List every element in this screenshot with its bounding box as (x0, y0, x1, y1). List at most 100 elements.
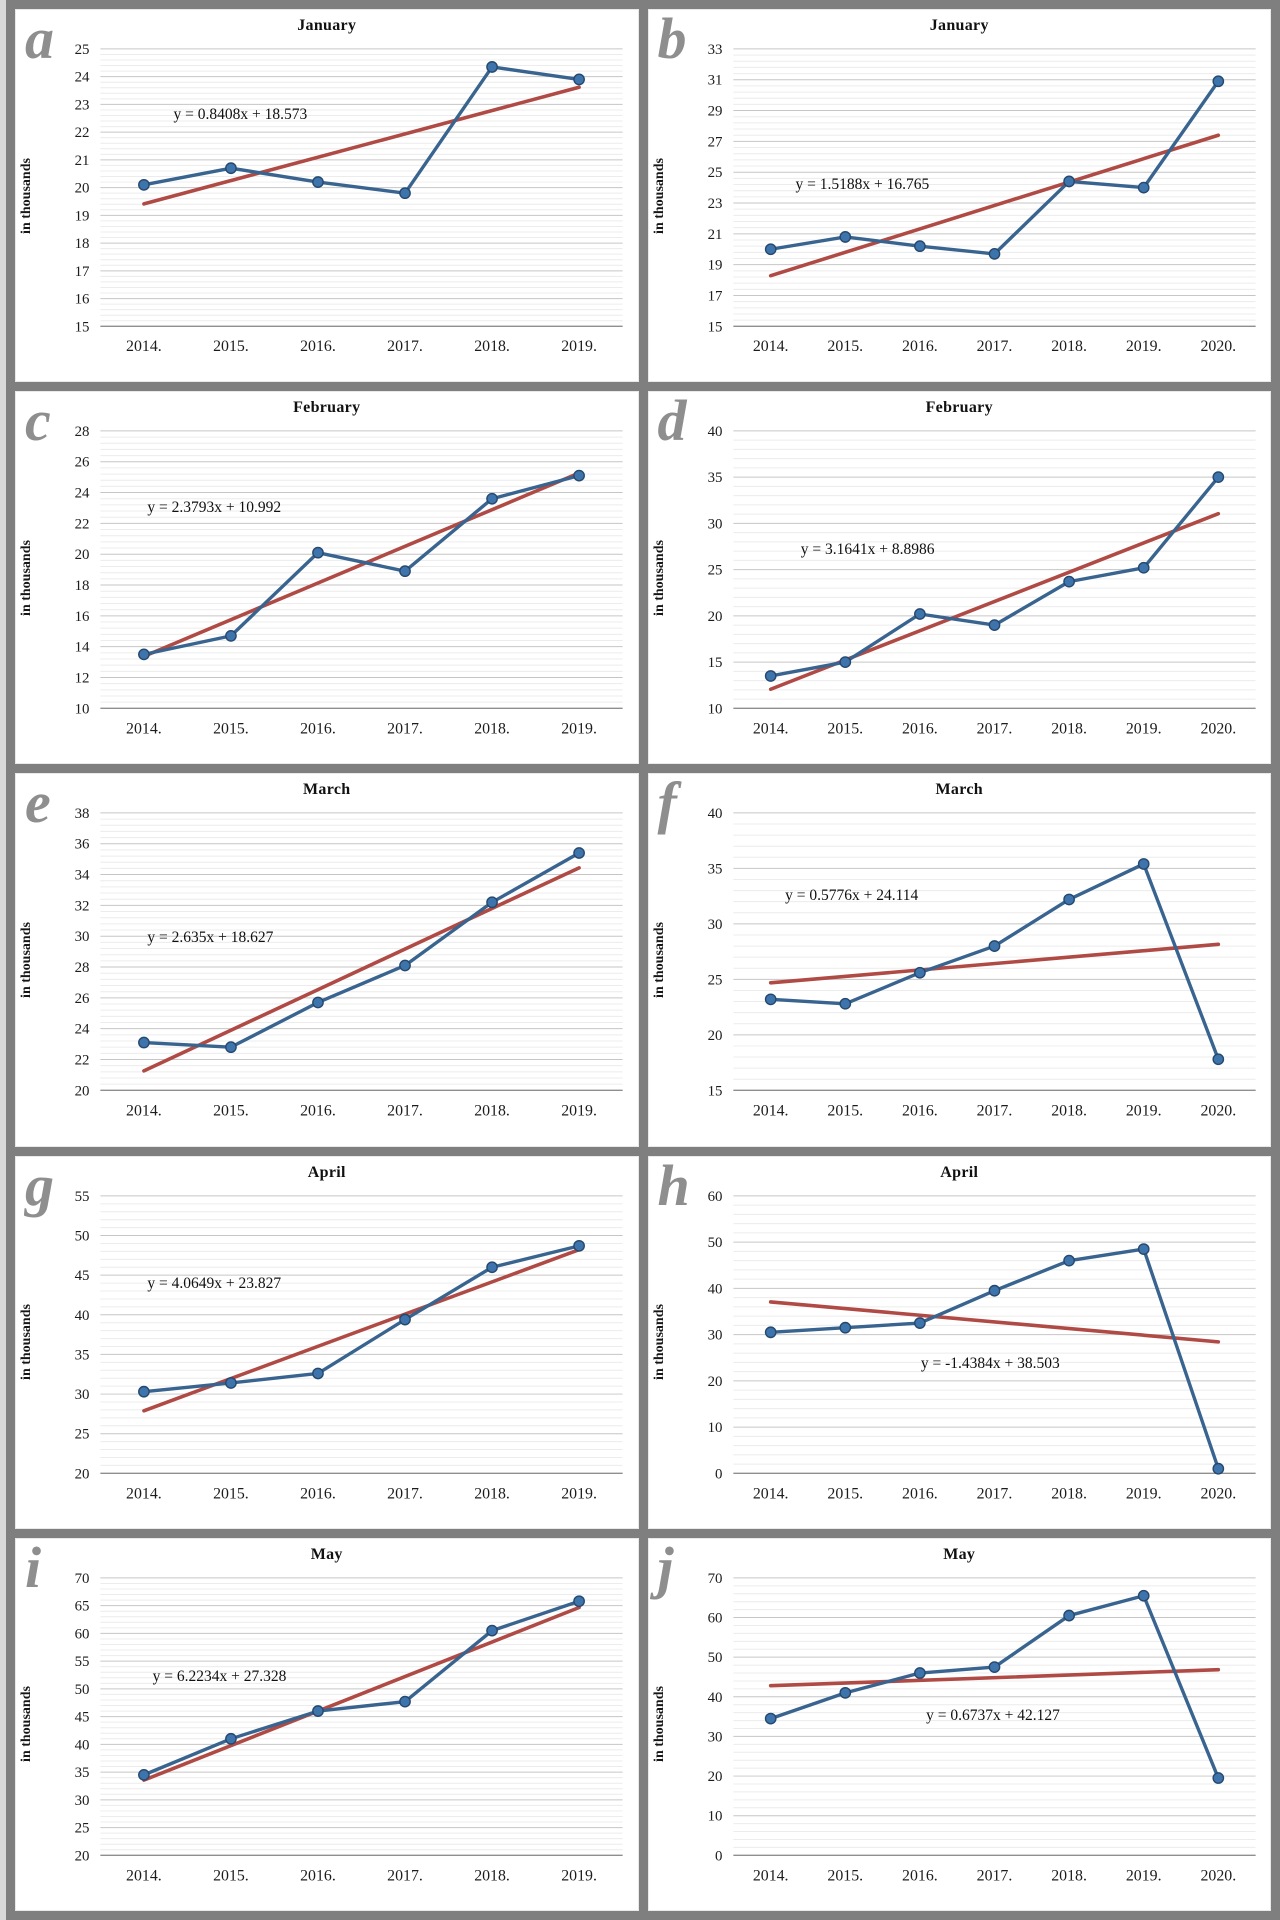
panel-letter: f (657, 773, 677, 836)
svg-text:2018.: 2018. (474, 1485, 510, 1502)
svg-text:27: 27 (707, 134, 722, 150)
svg-text:2015.: 2015. (827, 338, 863, 355)
svg-text:55: 55 (75, 1654, 90, 1670)
svg-text:28: 28 (75, 960, 90, 976)
svg-text:20: 20 (75, 1848, 90, 1864)
svg-text:10: 10 (707, 701, 722, 717)
svg-text:2014.: 2014. (126, 1485, 162, 1502)
chart-title: February (925, 399, 993, 417)
svg-text:2019.: 2019. (561, 1485, 597, 1502)
svg-text:2018.: 2018. (1051, 720, 1087, 737)
y-axis-title: in thousands (19, 1304, 34, 1381)
svg-text:31: 31 (707, 73, 722, 89)
svg-text:14: 14 (75, 640, 90, 656)
svg-text:2017.: 2017. (387, 1103, 423, 1120)
svg-text:2014.: 2014. (126, 338, 162, 355)
svg-text:50: 50 (707, 1650, 722, 1666)
svg-text:30: 30 (75, 930, 90, 946)
chart-title: January (297, 17, 357, 34)
svg-text:20: 20 (75, 1466, 90, 1482)
svg-text:25: 25 (707, 165, 722, 181)
svg-text:2015.: 2015. (827, 1485, 863, 1502)
svg-text:2016.: 2016. (300, 1103, 336, 1120)
plot-area: 15 17 19 21 23 25 27 29 31 33 2014. 2015. 2016. 2017.… (707, 42, 1256, 355)
svg-text:2016.: 2016. (902, 1485, 938, 1502)
plot-area: 15 16 17 18 19 20 21 22 23 24 25 2014. 2015. 2016. 201… (75, 42, 623, 355)
chart-title: April (307, 1163, 346, 1181)
svg-text:16: 16 (75, 292, 90, 308)
svg-text:25: 25 (707, 973, 722, 989)
svg-text:2015.: 2015. (213, 1485, 249, 1502)
chart-panel-g: g April in thousands y = 4.0649x + 23.82… (15, 1155, 639, 1529)
svg-text:2015.: 2015. (213, 720, 249, 737)
svg-text:40: 40 (707, 1281, 722, 1297)
svg-text:2017.: 2017. (976, 720, 1012, 737)
svg-text:25: 25 (707, 563, 722, 579)
trendline-equation: y = 6.2234x + 27.328 (152, 1668, 287, 1686)
trendline-equation: y = 0.5776x + 24.114 (785, 887, 919, 905)
svg-text:2016.: 2016. (300, 720, 336, 737)
y-axis-title: in thousands (651, 1686, 667, 1763)
svg-text:45: 45 (75, 1709, 90, 1725)
svg-text:40: 40 (707, 1690, 722, 1706)
svg-text:2015.: 2015. (827, 720, 863, 737)
chart-title: January (929, 17, 989, 34)
plot-area: 10 12 14 16 18 20 22 24 26 28 2014. 2015. 2016. 2017.… (75, 424, 623, 737)
svg-text:2019.: 2019. (561, 1103, 597, 1120)
svg-text:2019.: 2019. (1125, 338, 1161, 355)
plot-area: 15 20 25 30 35 40 2014. 2015. 2016. 2017. 2018. 201… (707, 806, 1256, 1120)
y-axis-title: in thousands (651, 157, 667, 234)
svg-text:2017.: 2017. (387, 720, 423, 737)
svg-text:45: 45 (75, 1268, 90, 1284)
svg-text:2019.: 2019. (561, 338, 597, 355)
svg-text:2018.: 2018. (1051, 1103, 1087, 1120)
panel-letter: g (25, 1155, 54, 1218)
svg-text:60: 60 (707, 1610, 722, 1626)
svg-text:25: 25 (75, 42, 90, 58)
svg-text:32: 32 (75, 899, 90, 915)
svg-text:35: 35 (707, 862, 722, 878)
trendline-equation: y = 4.0649x + 23.827 (147, 1274, 282, 1292)
svg-text:2019.: 2019. (1125, 720, 1161, 737)
svg-text:24: 24 (75, 1022, 90, 1038)
svg-text:16: 16 (75, 609, 90, 625)
svg-text:40: 40 (707, 806, 722, 822)
svg-text:30: 30 (707, 1327, 722, 1343)
chart-title: May (310, 1545, 343, 1563)
svg-text:2014.: 2014. (752, 720, 788, 737)
trendline-equation: y = 2.3793x + 10.992 (147, 499, 282, 517)
svg-text:2018.: 2018. (1051, 1867, 1087, 1884)
svg-text:2014.: 2014. (752, 1103, 788, 1120)
panel-letter: b (657, 9, 687, 71)
trendline-equation: y = -1.4384x + 38.503 (920, 1355, 1060, 1373)
chart-panel-i: i May in thousands y = 6.2234x + 27.328 … (15, 1537, 639, 1911)
trendline-equation: y = 2.635x + 18.627 (147, 928, 274, 946)
svg-text:2014.: 2014. (126, 1103, 162, 1120)
chart-panel-f: f March in thousands y = 0.5776x + 24.11… (647, 773, 1271, 1147)
svg-text:2016.: 2016. (902, 720, 938, 737)
svg-text:10: 10 (75, 701, 90, 717)
svg-text:2019.: 2019. (561, 720, 597, 737)
svg-text:12: 12 (75, 671, 90, 687)
plot-area: 0 10 20 30 40 50 60 70 2014. 2015. 2016. 2017. 2018.… (707, 1571, 1256, 1884)
svg-text:2019.: 2019. (1125, 1103, 1161, 1120)
chart-title: March (303, 781, 351, 799)
panel-letter: i (25, 1537, 42, 1600)
svg-text:50: 50 (707, 1235, 722, 1251)
svg-text:24: 24 (75, 70, 90, 86)
svg-text:15: 15 (707, 319, 722, 335)
svg-text:30: 30 (707, 517, 722, 533)
svg-text:2016.: 2016. (902, 1867, 938, 1884)
svg-text:18: 18 (75, 236, 90, 252)
svg-text:20: 20 (75, 547, 90, 563)
svg-text:17: 17 (75, 264, 90, 280)
svg-text:21: 21 (75, 153, 90, 169)
chart-title: April (940, 1163, 979, 1181)
svg-text:2015.: 2015. (213, 338, 249, 355)
panel-letter: d (657, 391, 687, 454)
svg-text:50: 50 (75, 1682, 90, 1698)
svg-text:2015.: 2015. (213, 1103, 249, 1120)
svg-text:40: 40 (75, 1307, 90, 1323)
chart-panel-c: c February in thousands y = 2.3793x + 10… (15, 391, 639, 765)
svg-text:10: 10 (707, 1420, 722, 1436)
